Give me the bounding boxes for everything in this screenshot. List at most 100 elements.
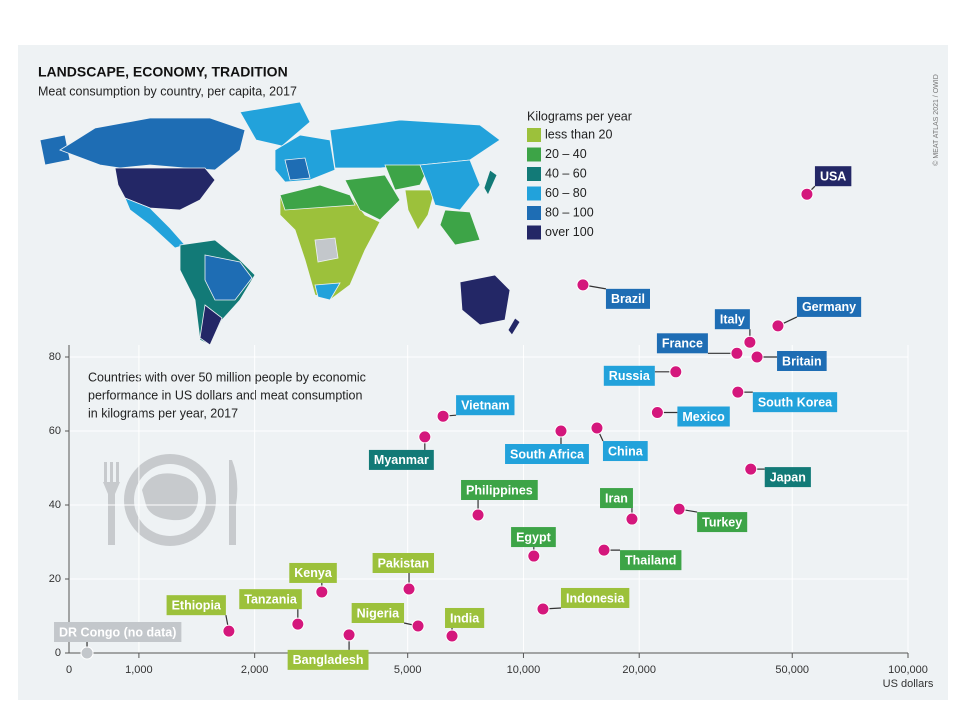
label-box [372,552,435,573]
label-box [461,479,538,500]
point [291,617,305,631]
label-box [605,288,650,309]
point [527,549,541,563]
data-point: Tanzania [239,589,305,631]
data-point: Germany [771,296,862,333]
chart-subtitle: Meat consumption by country, per capita,… [38,84,297,98]
point-label: Germany [802,300,856,314]
label-box [603,365,655,386]
point-label: Kenya [294,566,333,580]
point-label: Turkey [702,515,742,529]
legend-swatch [527,128,541,142]
label-box [764,467,811,488]
point [411,619,425,633]
y-tick-label: 60 [49,425,61,437]
legend-swatch [527,225,541,240]
data-point: Italy [714,309,757,349]
x-tick-label: 20,000 [622,664,656,676]
point-label: Bangladesh [293,653,364,667]
point [402,582,416,596]
point-label: Russia [609,369,651,383]
point-label: Philippines [466,483,533,497]
data-point: DR Congo (no data) [54,622,182,660]
data-point: Kenya [289,562,337,599]
point-label: DR Congo (no data) [59,625,176,639]
data-point: Egypt [511,527,556,563]
label-box [697,512,748,533]
point [743,335,757,349]
point [80,646,94,660]
point-label: Pakistan [378,556,429,570]
point-label: Indonesia [566,591,625,605]
point-label: Egypt [516,530,552,544]
point-label: Japan [770,470,806,484]
point-label: Iran [605,491,628,505]
data-point: Pakistan [372,552,435,596]
data-point: China [590,421,648,462]
data-point: Nigeria [351,602,425,633]
world-map [39,101,521,346]
point [222,624,236,638]
x-origin-label: 0 [66,664,72,676]
point [597,543,611,557]
legend-swatch [527,186,541,201]
point [471,508,485,522]
point-label: USA [820,169,846,183]
legend-label: 80 – 100 [545,205,594,219]
data-point: Brazil [576,278,650,309]
point-label: Britain [782,354,822,368]
point [590,421,604,435]
data-point: Thailand [597,543,682,571]
label-box [602,441,648,462]
point [342,628,356,642]
legend-swatch [527,167,541,181]
legend-swatch [527,206,541,220]
point-label: Brazil [611,292,645,306]
label-box [54,622,182,642]
point [436,409,450,423]
description: Countries with over 50 million people by… [88,370,366,384]
point [650,406,664,419]
data-point: France [656,333,744,360]
point-label: Mexico [682,410,725,424]
label-box [796,296,862,317]
point-label: Italy [720,312,745,326]
point [625,512,639,526]
legend-title: Kilograms per year [527,109,632,123]
chart-title: LANDSCAPE, ECONOMY, TRADITION [38,64,288,80]
label-box [289,562,337,583]
data-point: India [445,607,485,643]
label-box [287,649,369,670]
y-tick-label: 0 [55,647,61,659]
data-point: Vietnam [436,395,515,423]
point-label: India [450,611,480,625]
data-point: Britain [750,350,827,371]
point-label: Ethiopia [172,598,222,612]
data-point: South Korea [731,385,838,413]
label-box [511,527,556,548]
label-box [752,392,838,413]
point-label: China [608,444,644,458]
point [800,187,814,201]
data-point: South Africa [505,424,589,464]
label-box [656,333,708,354]
label-box [560,587,630,608]
label-box [456,395,515,416]
description: performance in US dollars and meat consu… [88,388,362,402]
point [554,424,568,438]
x-tick-label: 2,000 [241,664,269,676]
point-label: Myanmar [374,453,429,467]
x-tick-label: 50,000 [775,664,809,676]
label-box [814,166,852,187]
label-box [714,309,750,330]
data-point: Ethiopia [166,595,236,638]
point [669,365,683,379]
label-box [368,449,434,470]
label-box [445,607,485,628]
label-box [239,589,302,610]
point-label: France [662,337,703,351]
data-point: Bangladesh [287,628,369,670]
data-point: Mexico [650,406,730,427]
label-box [777,351,827,371]
